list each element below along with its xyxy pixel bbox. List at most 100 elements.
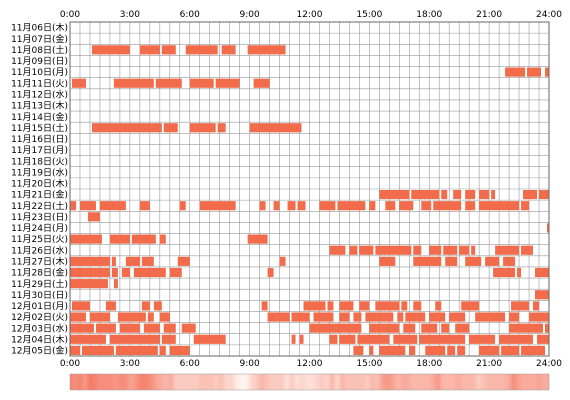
x-tick-label-bottom: 24:00 — [536, 359, 562, 369]
day-label: 11月20日(木) — [11, 178, 68, 190]
activity-bar — [133, 267, 166, 278]
x-tick-label-bottom: 12:00 — [297, 359, 323, 369]
activity-bar — [163, 323, 176, 333]
day-label: 11月14日(金) — [11, 111, 68, 123]
activity-bar — [547, 223, 549, 233]
activity-bar — [261, 301, 268, 311]
activity-bar — [375, 301, 400, 311]
activity-bar — [161, 334, 176, 344]
activity-bar — [479, 190, 490, 200]
activity-bar — [70, 345, 80, 355]
activity-bar — [479, 345, 500, 355]
activity-bar — [379, 256, 396, 266]
day-label: 11月15日(土) — [11, 122, 68, 134]
activity-bar — [465, 256, 482, 266]
activity-bar — [215, 78, 240, 88]
activity-bar — [291, 334, 296, 344]
day-label: 12月02日(火) — [11, 312, 68, 323]
activity-bar — [249, 123, 302, 133]
day-labels: 11月06日(木)11月07日(金)11月08日(土)11月09日(日)11月1… — [11, 22, 68, 357]
x-tick-label-bottom: 18:00 — [416, 359, 442, 369]
activity-bar — [465, 190, 476, 200]
activity-bar — [421, 323, 438, 333]
activity-bar — [447, 345, 456, 355]
activity-bar — [297, 201, 306, 211]
activity-bar — [119, 323, 140, 333]
activity-bar — [523, 190, 538, 200]
day-label: 11月30日(日) — [11, 290, 68, 301]
x-tick-labels-top: 0:00 3:00 6:00 9:00 12:00 15:00 18:00 21:00 24:0… — [60, 10, 562, 20]
activity-bar — [461, 301, 480, 311]
activity-bar — [70, 201, 76, 211]
activity-bar — [517, 267, 522, 278]
day-label: 11月18日(火) — [11, 156, 68, 167]
activity-bar — [153, 301, 162, 311]
activity-bar — [81, 345, 114, 355]
activity-bar — [71, 301, 90, 311]
activity-bar — [445, 256, 458, 266]
activity-bar — [117, 312, 146, 322]
activity-bar — [535, 290, 549, 300]
activity-bar — [485, 256, 500, 266]
x-tick-labels-bottom: 0:00 3:00 6:00 9:00 12:00 15:00 18:00 21:00 24:0… — [60, 359, 562, 369]
x-tick-label-top: 6:00 — [180, 10, 200, 20]
x-tick-label-top: 21:00 — [476, 10, 502, 20]
activity-bar — [113, 279, 118, 289]
activity-bar — [401, 301, 408, 311]
activity-bar — [70, 323, 94, 333]
activity-bar — [143, 323, 160, 333]
x-tick-label-top: 12:00 — [297, 10, 323, 20]
plot-frame — [69, 21, 550, 357]
activity-bar — [495, 245, 520, 255]
activity-bar — [221, 45, 236, 55]
activity-bar — [111, 267, 118, 278]
x-tick-label-top: 3:00 — [120, 10, 140, 20]
activity-bar — [139, 201, 150, 211]
activity-bar — [353, 345, 364, 355]
day-label: 11月11日(火) — [11, 78, 68, 89]
activity-bar — [471, 245, 476, 255]
x-tick-label-bottom: 15:00 — [356, 359, 382, 369]
activity-bar — [159, 312, 170, 322]
activity-bar — [379, 345, 406, 355]
day-label: 11月29日(土) — [11, 278, 68, 290]
activity-bar — [337, 201, 366, 211]
activity-bar — [70, 312, 86, 322]
activity-bar — [413, 245, 422, 255]
day-label: 11月16日(日) — [11, 134, 68, 145]
activity-bar — [413, 256, 442, 266]
activity-bar — [511, 301, 530, 311]
activity-bar — [443, 245, 458, 255]
activity-bar — [327, 301, 334, 311]
day-label: 11月28日(金) — [11, 267, 68, 279]
activity-bar — [71, 78, 86, 88]
activity-bar — [533, 301, 540, 311]
activity-bar — [169, 345, 190, 355]
activity-bar — [169, 267, 182, 278]
x-tick-label-top: 18:00 — [416, 10, 442, 20]
day-label: 11月23日(日) — [11, 212, 68, 223]
activity-bar — [421, 201, 432, 211]
activity-bar — [457, 345, 466, 355]
activity-bar — [501, 345, 520, 355]
activity-bar — [181, 323, 196, 333]
day-label: 12月05日(金) — [11, 345, 68, 357]
daily-summary-strip — [69, 373, 550, 391]
activity-bar — [465, 201, 476, 211]
activity-bar — [441, 323, 450, 333]
activity-bar — [185, 45, 218, 55]
activity-bar — [109, 334, 160, 344]
activity-bar — [303, 301, 326, 311]
activity-bar — [469, 334, 496, 344]
x-tick-label-top: 9:00 — [240, 10, 260, 20]
activity-bar — [193, 334, 226, 344]
activity-bar — [313, 312, 334, 322]
activity-bar — [535, 267, 549, 278]
day-label: 11月21日(金) — [11, 189, 68, 201]
activity-bar — [147, 312, 154, 322]
activity-bar — [545, 323, 549, 333]
activity-bar — [529, 312, 549, 322]
activity-bar — [121, 267, 130, 278]
activity-bar — [499, 334, 534, 344]
day-label: 11月26日(水) — [11, 244, 68, 256]
